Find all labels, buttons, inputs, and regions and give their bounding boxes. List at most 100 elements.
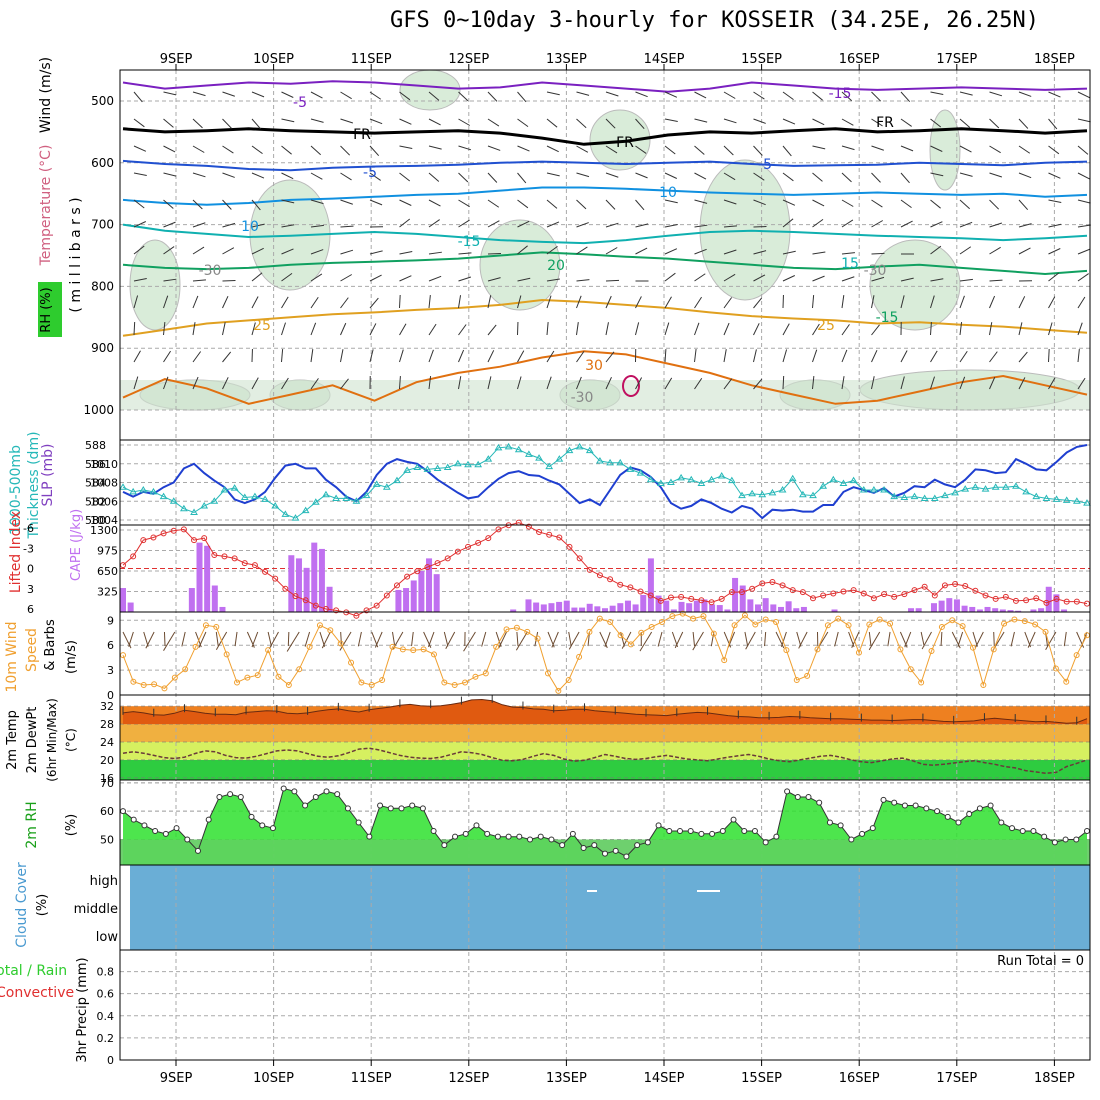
upper-barb-312 bbox=[576, 322, 579, 336]
upper-barb-266 bbox=[192, 295, 199, 309]
rh-point-68 bbox=[848, 836, 855, 843]
wind-speed-point-62 bbox=[762, 616, 769, 623]
thickness-point-51 bbox=[636, 469, 645, 476]
upper-barb-353 bbox=[812, 349, 818, 363]
upper-barb-281 bbox=[635, 296, 642, 309]
wind-speed-point-35 bbox=[482, 670, 489, 677]
upper-barb-292 bbox=[959, 295, 965, 309]
upper-barb-267 bbox=[222, 296, 229, 309]
wind-speed-point-25 bbox=[379, 677, 386, 684]
date-label-bottom-2: 11SEP bbox=[351, 1071, 392, 1086]
rh-point-3 bbox=[152, 828, 159, 834]
upper-barb-275 bbox=[458, 295, 462, 309]
thickness-point-20 bbox=[322, 490, 330, 498]
thickness-point-35 bbox=[474, 460, 483, 468]
slp-label: SLP (mb) bbox=[40, 443, 56, 506]
thickness-point-47 bbox=[596, 456, 604, 464]
wind10m-barb-21 bbox=[340, 631, 343, 647]
upper-barb-218 bbox=[723, 249, 737, 255]
thickness-point-57 bbox=[697, 479, 706, 486]
upper-barb-257 bbox=[900, 277, 914, 282]
upper-barb-102 bbox=[222, 172, 235, 178]
cape-bar-41 bbox=[433, 574, 440, 612]
upper-barb-231 bbox=[133, 278, 147, 282]
wind10m-barb-63 bbox=[775, 631, 785, 649]
thickness-point-10 bbox=[220, 486, 229, 493]
upper-barb-77 bbox=[458, 145, 472, 151]
upper-barb-42 bbox=[399, 118, 412, 125]
chart-title: GFS 0~10day 3-hourly for KOSSEIR (34.25E… bbox=[390, 8, 1040, 33]
upper-barb-386 bbox=[812, 376, 815, 390]
wind-speed-point-38 bbox=[513, 624, 520, 631]
thickness-point-68 bbox=[809, 491, 817, 499]
temp-tick-1: 20 bbox=[100, 754, 114, 767]
mb-tick-4: 900 bbox=[91, 341, 114, 355]
thickness-point-79 bbox=[920, 494, 929, 501]
upper-barb-352 bbox=[782, 349, 788, 363]
li-point-58 bbox=[708, 599, 715, 606]
thickness-point-93 bbox=[1062, 496, 1071, 503]
wind10m-barb-30 bbox=[428, 631, 435, 648]
rh-point-30 bbox=[441, 842, 448, 849]
upper-barb-350 bbox=[723, 349, 727, 363]
wind-speed-point-82 bbox=[969, 644, 976, 651]
upper-barb-153 bbox=[753, 199, 766, 206]
wind-speed-point-59 bbox=[731, 622, 738, 629]
upper-barb-174 bbox=[399, 218, 411, 228]
wind-label-a: 10m Wind bbox=[4, 621, 20, 692]
wind-label-d: (m/s) bbox=[64, 640, 79, 674]
upper-barb-376 bbox=[517, 376, 522, 390]
upper-barb-177 bbox=[487, 220, 500, 228]
wind-speed-point-63 bbox=[773, 618, 780, 625]
wind10m-barb-61 bbox=[745, 631, 756, 650]
upper-barb-97 bbox=[1048, 145, 1060, 155]
upper-barb-99 bbox=[133, 172, 147, 176]
cape-bar-70 bbox=[655, 595, 662, 612]
upper-barb-337 bbox=[340, 349, 344, 363]
li-point-34 bbox=[465, 543, 472, 550]
upper-barb-151 bbox=[694, 199, 708, 204]
rh-point-82 bbox=[998, 819, 1005, 826]
rh-point-37 bbox=[516, 833, 523, 840]
thickness-point-80 bbox=[930, 494, 939, 501]
wind10m-barb-83 bbox=[974, 631, 984, 649]
cape-bar-113 bbox=[984, 606, 991, 612]
upper-barb-165 bbox=[133, 221, 146, 228]
upper-barb-387 bbox=[841, 376, 845, 390]
upper-barb-203 bbox=[281, 248, 294, 255]
rh-point-5 bbox=[173, 825, 180, 832]
upper-barb-258 bbox=[930, 278, 944, 282]
thickness-point-43 bbox=[555, 455, 564, 462]
cape-bar-83 bbox=[755, 604, 762, 612]
upper-barb-4 bbox=[251, 91, 265, 98]
panel-frame-wind bbox=[119, 611, 1091, 696]
rh-point-4 bbox=[162, 830, 169, 837]
upper-barb-143 bbox=[458, 199, 470, 208]
upper-barb-204 bbox=[310, 249, 324, 255]
upper-barb-172 bbox=[340, 225, 354, 228]
upper-barb-70 bbox=[251, 145, 263, 155]
thickness-point-21 bbox=[332, 494, 340, 501]
upper-barb-93 bbox=[930, 145, 943, 152]
wind-speed-point-57 bbox=[710, 630, 717, 637]
upper-barb-220 bbox=[782, 250, 796, 255]
thickness-point-8 bbox=[200, 501, 209, 509]
contour-label-t25b: 25 bbox=[817, 318, 835, 334]
cape-bar-38 bbox=[410, 580, 417, 612]
upper-barb-23 bbox=[812, 91, 823, 101]
contour-label-m30c: -30 bbox=[571, 390, 594, 406]
thickness-point-88 bbox=[1012, 482, 1020, 489]
wind10m-barb-5 bbox=[163, 631, 176, 651]
wind10m-barb-55 bbox=[692, 631, 695, 647]
cape-bar-80 bbox=[732, 577, 739, 612]
rh-point-33 bbox=[473, 822, 480, 829]
upper-barb-271 bbox=[340, 297, 349, 309]
upper-barb-284 bbox=[723, 297, 733, 309]
upper-barb-202 bbox=[251, 247, 264, 255]
upper-barb-6 bbox=[310, 91, 323, 99]
wind10m-barb-80 bbox=[951, 631, 961, 649]
upper-barb-307 bbox=[428, 323, 437, 336]
thickness-point-3 bbox=[149, 487, 158, 495]
li-point-51 bbox=[637, 588, 644, 595]
upper-barb-208 bbox=[428, 251, 442, 255]
